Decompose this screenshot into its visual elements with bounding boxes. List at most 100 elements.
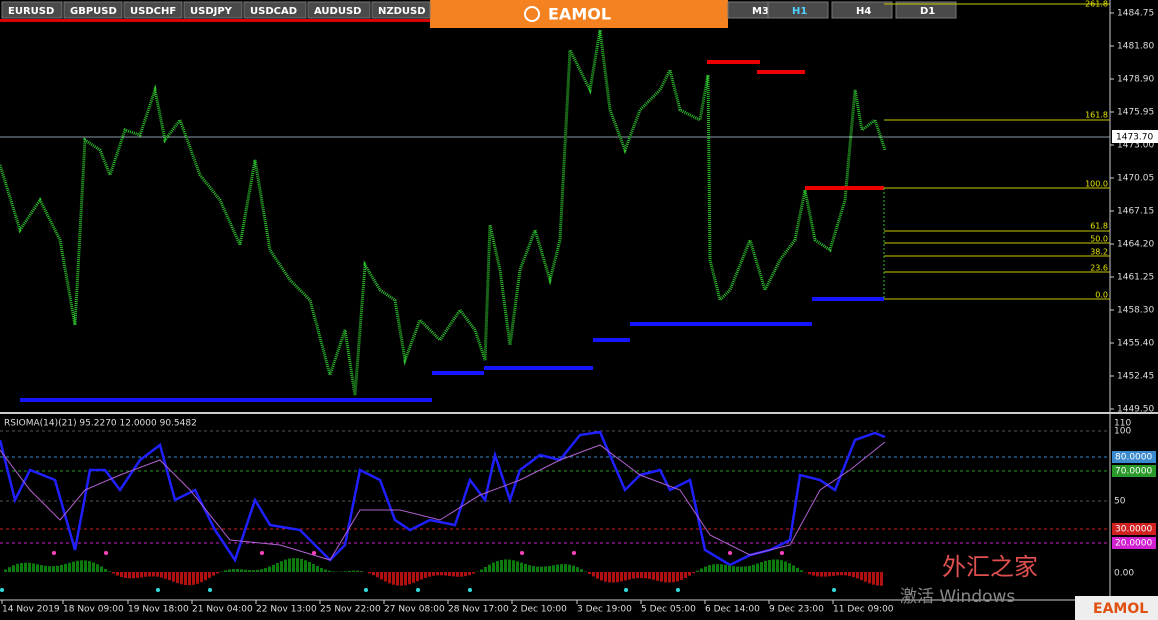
timeframe-tab[interactable]	[831, 1, 893, 19]
watermark-box	[1075, 596, 1158, 620]
time-label: 19 Nov 18:00	[128, 605, 189, 615]
histogram-bar	[24, 562, 27, 572]
histogram-bar	[304, 560, 307, 572]
histogram-bar	[692, 572, 695, 574]
symbol-tab[interactable]	[63, 1, 123, 19]
histogram-bar	[628, 572, 631, 580]
histogram-bar	[480, 569, 483, 572]
price-label: 1478.90	[1117, 75, 1154, 85]
histogram-bar	[540, 566, 543, 572]
histogram-bar	[100, 566, 103, 572]
symbol-tab[interactable]	[123, 1, 183, 19]
histogram-bar	[296, 558, 299, 572]
histogram-bar	[172, 572, 175, 582]
histogram-bar	[728, 565, 731, 572]
histogram-bar	[124, 572, 127, 578]
histogram-bar	[84, 560, 87, 572]
histogram-bar	[580, 569, 583, 572]
indicator-axis-label: 0.00	[1114, 569, 1134, 579]
symbol-tab-label: USDJPY	[190, 6, 233, 17]
histogram-bar	[88, 561, 91, 572]
histogram-bar	[136, 572, 139, 578]
histogram-bar	[76, 560, 79, 572]
histogram-bar	[164, 572, 167, 579]
histogram-bar	[484, 567, 487, 572]
histogram-bar	[564, 564, 567, 572]
histogram-bar	[440, 572, 443, 576]
signal-dot	[832, 588, 836, 592]
current-price-box	[1112, 130, 1158, 143]
time-label: 6 Dec 14:00	[705, 605, 760, 615]
histogram-bar	[8, 567, 11, 572]
histogram-bar	[740, 566, 743, 572]
histogram-bar	[868, 572, 871, 584]
symbol-tab[interactable]	[243, 1, 307, 19]
symbol-tab[interactable]	[307, 1, 371, 19]
fib-label: 261.8	[1085, 0, 1108, 9]
price-label: 1464.20	[1117, 240, 1154, 250]
histogram-bar	[48, 566, 51, 572]
histogram-bar	[288, 558, 291, 572]
level-label: 20.0000	[1115, 539, 1152, 549]
histogram-bar	[204, 572, 207, 581]
indicator-grid	[0, 430, 1110, 502]
indicator-axis-label: 100	[1114, 427, 1131, 437]
histogram-bar	[232, 568, 235, 572]
histogram-bar	[600, 572, 603, 581]
histogram-bar	[448, 572, 451, 576]
histogram-bar	[596, 572, 599, 579]
histogram-bar	[388, 572, 391, 584]
signal-dot	[572, 551, 576, 555]
time-label: 25 Nov 22:00	[320, 605, 381, 615]
timeframe-tab[interactable]	[767, 1, 829, 19]
level-label: 30.0000	[1115, 525, 1152, 535]
histogram-bar	[492, 562, 495, 572]
histogram-bar	[184, 572, 187, 586]
histogram-bar	[764, 560, 767, 572]
histogram-bar	[128, 572, 131, 579]
histogram-bar	[432, 572, 435, 576]
timeframe-tab[interactable]	[895, 1, 957, 19]
histogram-bar	[396, 572, 399, 586]
histogram-bar	[284, 559, 287, 572]
histogram-bar	[632, 572, 635, 579]
symbol-tab-label: NZDUSD	[378, 6, 426, 17]
histogram-bar	[876, 572, 879, 586]
tab-underline	[0, 19, 430, 22]
histogram-bar	[544, 566, 547, 572]
histogram-bar	[356, 570, 359, 572]
histogram-bar	[148, 572, 151, 577]
histogram-bar	[800, 570, 803, 572]
histogram-bar	[380, 572, 383, 580]
histogram-bar	[108, 571, 111, 572]
histogram-bar	[660, 572, 663, 582]
symbol-tab[interactable]	[183, 1, 243, 19]
symbol-tab[interactable]	[371, 1, 431, 19]
symbol-tab[interactable]	[1, 1, 63, 19]
indicator-axis-label: 110	[1114, 419, 1131, 429]
histogram-bar	[152, 572, 155, 577]
signal-dot	[364, 588, 368, 592]
histogram-bar	[384, 572, 387, 582]
histogram-bar	[756, 563, 759, 572]
histogram-bar	[824, 572, 827, 577]
timeframe-label: H1	[792, 6, 807, 17]
price-label: 1449.50	[1117, 405, 1154, 415]
histogram-bar	[788, 563, 791, 572]
histogram-bar	[332, 571, 335, 572]
histogram-bar	[516, 561, 519, 572]
symbol-tab-label: AUDUSD	[314, 6, 361, 17]
histogram-bar	[772, 559, 775, 572]
price-label: 1455.40	[1117, 339, 1154, 349]
banner	[430, 0, 728, 28]
histogram-bar	[260, 569, 263, 572]
histogram-bar	[780, 560, 783, 572]
time-label: 3 Dec 19:00	[577, 605, 632, 615]
histogram-bar	[120, 572, 123, 577]
histogram-bar	[616, 572, 619, 583]
histogram-bar	[532, 566, 535, 572]
histogram-bar	[588, 572, 591, 575]
price-label: 1473.00	[1117, 141, 1154, 151]
histogram-bar	[36, 564, 39, 572]
histogram-bar	[444, 572, 447, 576]
